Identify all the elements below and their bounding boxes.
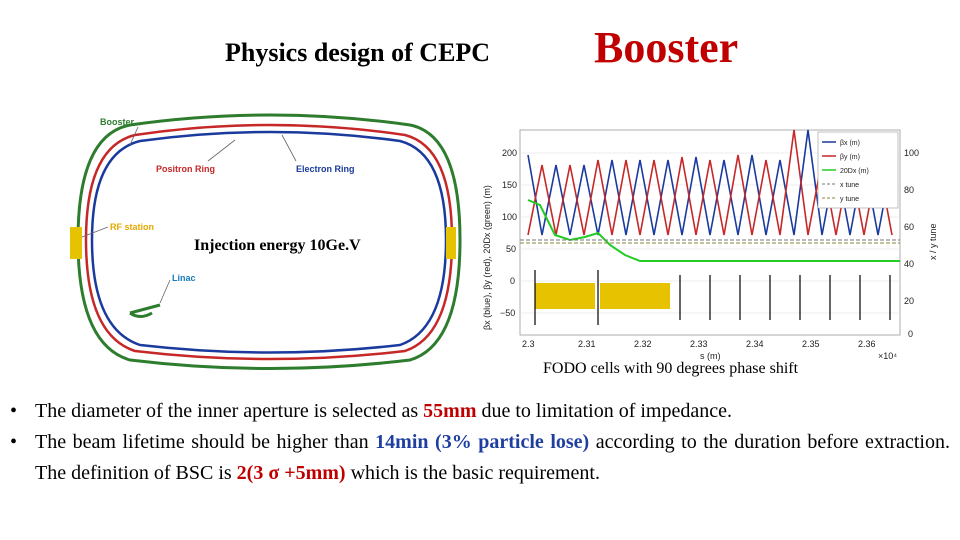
bullet-icon: • [10,431,18,453]
slide-title-highlight: Booster [594,23,739,72]
legend-betax: βx (m) [840,140,860,147]
label-booster: Booster [100,117,135,127]
label-electron-ring: Electron Ring [296,164,355,174]
y-tick-left: 50 [506,244,516,254]
legend-betay: βy (m) [840,154,860,161]
bullet-text: The diameter of the inner aperture is se… [35,400,424,422]
label-rf-station: RF station [110,222,154,232]
y-axis-label-left: βx (blue), βy (red), 20Dx (green) (m) [482,185,492,330]
y-tick-left: 200 [502,148,517,158]
y-tick-right: 40 [904,259,914,269]
legend-dispersion: 20Dx (m) [840,168,869,175]
aperture-value: 55mm [423,400,477,422]
bullet-item: • The beam lifetime should be higher tha… [10,427,950,489]
x-tick: 2.31 [578,339,596,349]
linac-line [129,303,161,318]
y-axis-label-right: x / y tune [928,223,938,260]
lifetime-value: 14min (3% particle lose) [375,431,590,453]
lattice-dipoles-left [535,283,595,309]
y-tick-right: 80 [904,185,914,195]
y-tick-right: 20 [904,296,914,306]
y-tick-right: 100 [904,148,919,158]
label-linac: Linac [172,273,196,283]
x-exponent: ×10⁴ [878,351,897,361]
bullet-text: which is the basic requirement. [345,462,600,484]
rf-station-right [446,227,456,259]
y-tick-left: −50 [500,308,515,318]
x-tick: 2.36 [858,339,876,349]
y-tick-left: 0 [510,276,515,286]
injection-energy-label: Injection energy 10Ge.V [192,237,363,255]
bullet-item: • The diameter of the inner aperture is … [10,396,950,427]
y-tick-left: 150 [502,180,517,190]
slide-title: Physics design of CEPC [225,38,491,67]
bullet-text: according to the duration before extract… [35,431,950,484]
bsc-value: 2(3 σ +5mm) [236,462,346,484]
legend-x-tune: x tune [840,182,859,189]
y-tick-right: 60 [904,222,914,232]
bullet-list: • The diameter of the inner aperture is … [10,396,950,489]
x-tick: 2.33 [690,339,708,349]
electron-ring [90,130,448,354]
optics-plot: βx (m) βy (m) 20Dx (m) x tune y tune 2.3… [482,129,938,361]
label-positron-ring: Positron Ring [156,164,215,174]
legend-y-tune: y tune [840,196,859,203]
positron-ring [84,123,454,361]
ring-layout-diagram: Booster Positron Ring Electron Ring RF s… [70,113,462,370]
bullet-text: The beam lifetime should be higher than [35,431,376,453]
x-tick: 2.35 [802,339,820,349]
x-tick: 2.34 [746,339,764,349]
x-tick: 2.32 [634,339,652,349]
rf-station-left [70,227,82,259]
plot-caption: FODO cells with 90 degrees phase shift [543,360,799,377]
lattice-dipoles-mid [600,283,670,309]
bullet-icon: • [10,400,18,422]
y-tick-right: 0 [908,329,913,339]
y-tick-left: 100 [502,212,517,222]
bullet-text: due to limitation of impedance. [476,400,732,422]
betay-curve [527,129,893,236]
x-tick: 2.3 [522,339,535,349]
dispersion-curve [527,199,900,262]
x-axis-label: s (m) [700,351,721,361]
